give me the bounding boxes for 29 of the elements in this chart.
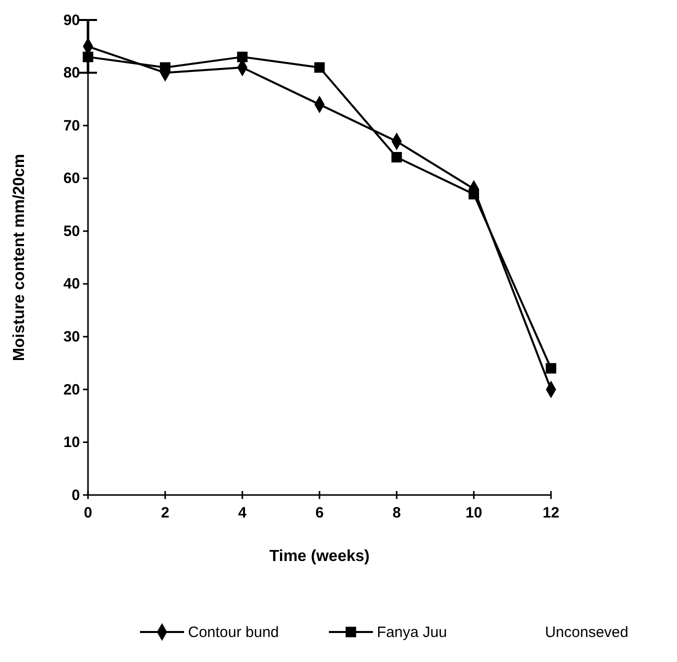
x-tick-label: 10 [465, 504, 482, 522]
x-tick-label: 0 [84, 504, 92, 522]
point [391, 152, 402, 162]
x-tick-label: 2 [160, 504, 170, 522]
y-tick-label: 10 [63, 434, 80, 452]
point [237, 52, 248, 62]
point [546, 363, 556, 374]
y-tick-label: 90 [63, 12, 80, 29]
x-tick-label: 8 [392, 504, 401, 522]
x-tick-label: 4 [238, 504, 248, 522]
text: Unconseved [544, 624, 628, 641]
y-tick-label: 40 [63, 276, 80, 293]
point [468, 188, 480, 200]
y-tick-label: 50 [63, 222, 80, 240]
y-tick-label: 20 [63, 381, 80, 398]
y-tick-label: 70 [63, 117, 80, 134]
y-axis-title: Moisture content mm/20cm [11, 154, 28, 362]
x-tick-label: 12 [542, 504, 560, 522]
x-axis-title: Time (weeks) [269, 548, 370, 565]
y-tick-label: 60 [63, 170, 80, 188]
point [160, 62, 170, 73]
point [82, 52, 94, 62]
y-tick-label: 80 [63, 64, 80, 82]
y-tick-label: 0 [72, 486, 80, 504]
point [314, 62, 325, 73]
y-tick-label: 30 [63, 328, 80, 346]
legend-label: Contour bund [188, 624, 279, 641]
legend-label: Fanya Juu [376, 624, 447, 641]
x-tick-label: 6 [315, 504, 324, 522]
